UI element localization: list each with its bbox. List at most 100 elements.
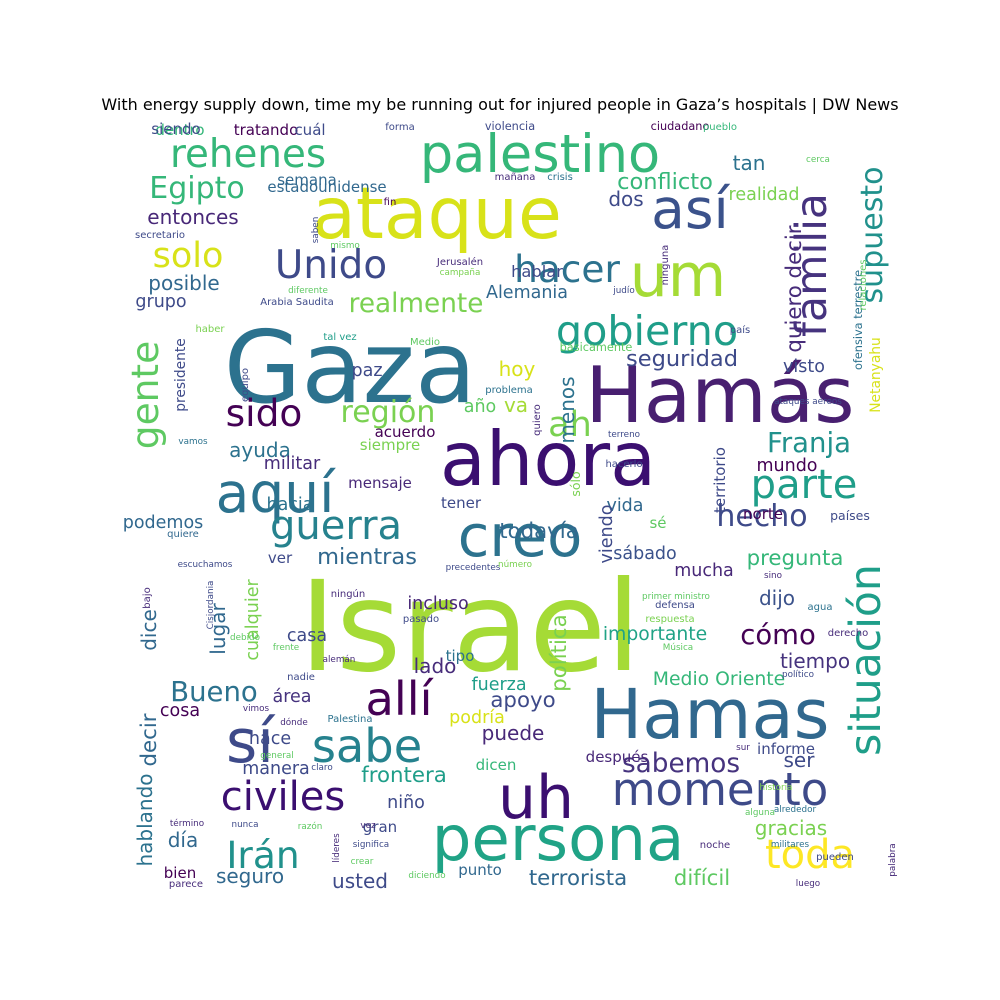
word-paises: países [830, 508, 870, 523]
word-ataques-aereos: ataques aéreos [774, 396, 842, 407]
word-acuerdo: acuerdo [375, 423, 436, 441]
word-diferente: diferente [288, 286, 328, 296]
word-problema: problema [485, 385, 533, 396]
word-crisis: crisis [547, 172, 573, 183]
word-historia: historia [760, 783, 793, 793]
word-hablando: hablando [133, 773, 157, 866]
word-tener: tener [441, 494, 482, 512]
word-haber: haber [195, 324, 225, 335]
word-hacia: hacia [266, 495, 313, 515]
word-sabe: sabe [312, 719, 422, 773]
word-frontera: frontera [361, 763, 447, 788]
word-menos: menos [555, 376, 579, 443]
word-ninguna: ninguna [660, 245, 671, 286]
word-grupo: grupo [135, 292, 186, 312]
word-ahora: ahora [440, 415, 656, 503]
word-seguridad: seguridad [626, 346, 738, 372]
word-persona: persona [432, 802, 685, 875]
word-realidad: realidad [729, 185, 800, 205]
word-creo: creo [458, 503, 583, 570]
word-nino: niño [387, 793, 425, 813]
chart-title: With energy supply down, time my be runn… [101, 95, 899, 114]
word-presidente: presidente [173, 338, 189, 412]
word-entonces: entonces [147, 205, 238, 229]
word-dicen: dicen [476, 756, 517, 774]
word-hecho: hecho [716, 499, 807, 534]
word-termino: término [170, 818, 204, 829]
word-mientras: mientras [317, 544, 417, 570]
word-judio: judío [612, 286, 634, 296]
word-primer-ministro: primer ministro [642, 592, 710, 602]
word-sabado: sábado [613, 544, 677, 564]
word-dice: dice [137, 609, 161, 651]
word-importante: importante [603, 624, 707, 645]
word-israel: Israel [299, 555, 641, 700]
word-gracias: gracias [755, 816, 827, 840]
word-sur: sur [736, 743, 750, 753]
word-alli: allí [366, 672, 435, 726]
word-donde: dónde [280, 717, 308, 728]
word-se: sé [649, 514, 666, 532]
word-um: um [630, 241, 726, 311]
word-despues: después [586, 748, 649, 766]
word-como: cómo [740, 619, 816, 651]
word-palabra: palabra [888, 843, 898, 876]
word-lugar: lugar [206, 603, 230, 655]
word-debido: debido [230, 633, 260, 643]
word-siempre: siempre [360, 436, 420, 454]
word-tal-vez: tal vez [323, 332, 356, 343]
word-asi: así [651, 177, 730, 241]
word-pueden: pueden [816, 852, 854, 863]
word-medio-oriente: Medio Oriente [653, 669, 785, 690]
word-politica: política [547, 614, 572, 691]
word-situacion: situación [842, 564, 891, 756]
word-netanyahu: Netanyahu [868, 337, 884, 413]
word-basicamente: básicamente [560, 341, 633, 354]
word-mundo: mundo [756, 456, 817, 476]
word-ciudadano: ciudadano [651, 120, 710, 133]
word-franja: Franja [767, 427, 851, 459]
word-general: general [260, 751, 293, 761]
word-va: va [504, 393, 528, 417]
word-realmente: realmente [349, 289, 484, 319]
word-ofensiva-terrestre: ofensiva terrestre [852, 270, 865, 370]
word-cual: cuál [294, 121, 325, 139]
word-area: área [272, 687, 311, 707]
word-egipto: Egipto [149, 171, 245, 206]
word-hamas: Hamás [585, 351, 854, 441]
word-mensaje: mensaje [348, 474, 412, 492]
word-alemania: Alemania [486, 283, 568, 303]
word-vimos: vimos [243, 704, 270, 714]
word-momento: momento [612, 763, 829, 816]
word-quiere: quiere [167, 529, 199, 540]
word-cisjordania: Cisjordania [206, 581, 216, 630]
word-punto: punto [458, 861, 502, 879]
word-solo: solo [153, 236, 224, 276]
word-viendo: viendo [597, 505, 617, 564]
word-numero: número [498, 560, 532, 570]
word-hablar: hablar [511, 262, 563, 281]
word-iran: Irán [226, 833, 299, 877]
word-luego: luego [796, 879, 820, 889]
word-tiempo: tiempo [780, 649, 850, 673]
word-politico: político [782, 670, 814, 680]
word-informe: informe [757, 740, 815, 758]
word-significa: significa [353, 840, 389, 850]
word-tipo: tipo [446, 647, 475, 665]
word-visto: visto [783, 357, 825, 377]
word-mismo: mismo [330, 241, 360, 251]
word-vida: vida [606, 496, 643, 516]
word-alrededor: alrededor [774, 805, 817, 815]
word-gaza: Gaza [224, 309, 477, 426]
word-incluso: incluso [407, 594, 468, 614]
word-vamos: vamos [178, 437, 208, 447]
word-dentro: dentro [155, 121, 204, 139]
word-claro: claro [311, 763, 332, 773]
word-forma: forma [385, 122, 414, 133]
word-fuerza: fuerza [471, 675, 526, 695]
word-fin: fin [384, 197, 397, 208]
word-precedentes: precedentes [446, 563, 501, 573]
word-sido: sido [226, 391, 303, 435]
word-apoyo: apoyo [490, 688, 555, 713]
